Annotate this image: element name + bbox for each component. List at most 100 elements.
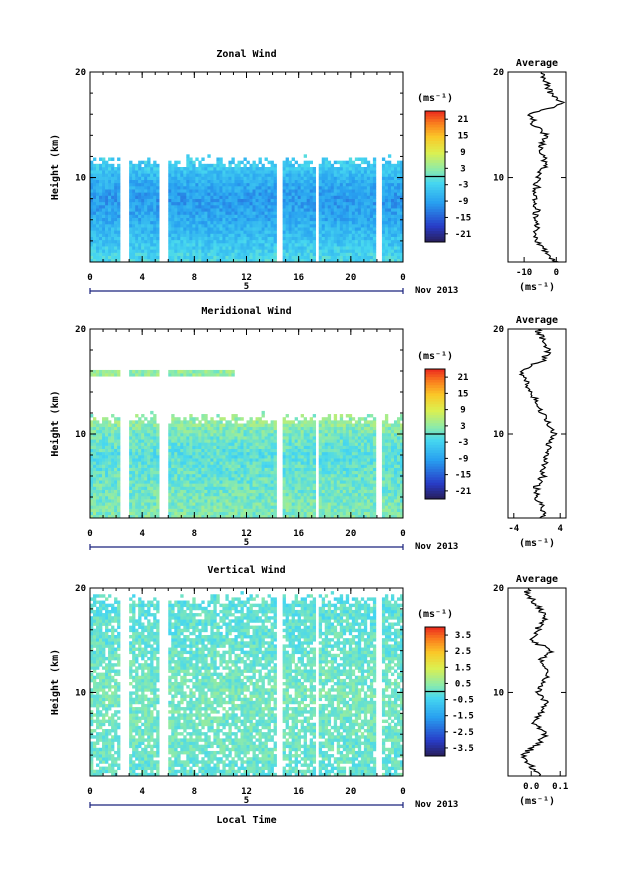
heatmap-cell: [246, 461, 250, 465]
heatmap-cell: [255, 217, 259, 222]
heatmap-cell: [105, 495, 109, 500]
heatmap-cell: [186, 455, 190, 459]
heatmap-cell: [216, 179, 220, 184]
heatmap-cell: [267, 442, 271, 446]
heatmap-cell: [351, 195, 356, 199]
heatmap-cell: [153, 495, 157, 500]
heatmap-cell: [180, 167, 184, 171]
heatmap-cell: [204, 192, 208, 196]
heatmap-cell: [282, 214, 286, 218]
heatmap-cell: [129, 182, 133, 187]
heatmap-cell: [138, 205, 142, 209]
heatmap-cell: [327, 205, 332, 209]
heatmap-cell: [132, 461, 136, 465]
heatmap-cell: [168, 249, 172, 253]
heatmap-cell: [222, 505, 226, 509]
colorbar-swatch: [425, 239, 445, 243]
heatmap-cell: [210, 489, 214, 494]
heatmap-cell: [231, 426, 235, 431]
heatmap-cell: [216, 201, 220, 206]
heatmap-cell: [381, 198, 386, 203]
heatmap-cell: [306, 173, 310, 177]
heatmap-cell: [354, 173, 359, 177]
heatmap-cell: [258, 461, 262, 465]
heatmap-cell: [264, 227, 268, 231]
heatmap-cell: [351, 233, 356, 237]
heatmap-cell: [174, 439, 178, 443]
heatmap-cell: [321, 170, 326, 174]
heatmap-cell: [219, 208, 223, 212]
heatmap-cell: [225, 252, 229, 256]
heatmap-cell: [267, 511, 271, 516]
heatmap-cell: [366, 186, 371, 190]
heatmap-cell: [147, 186, 151, 190]
heatmap-cell: [300, 239, 304, 244]
heatmap-cell: [225, 473, 229, 478]
heatmap-cell: [237, 436, 241, 440]
heatmap-cell: [216, 369, 220, 374]
heatmap-cell: [141, 198, 145, 203]
heatmap-cell: [267, 211, 271, 215]
heatmap-cell: [114, 201, 118, 206]
heatmap-cell: [153, 239, 157, 244]
heatmap-cell: [354, 170, 359, 174]
heatmap-cell: [147, 495, 151, 500]
heatmap-cell: [357, 179, 362, 184]
heatmap-cell: [108, 182, 112, 187]
heatmap-cell: [234, 205, 238, 209]
heatmap-cell: [363, 211, 368, 215]
heatmap-cell: [129, 230, 133, 234]
heatmap-cell: [102, 464, 106, 468]
heatmap-cell: [264, 255, 268, 260]
heatmap-cell: [258, 442, 262, 446]
heatmap-cell: [285, 201, 289, 206]
heatmap-cell: [90, 414, 94, 418]
heatmap-cell: [372, 239, 377, 244]
x-tick-label: 16: [293, 273, 304, 283]
heatmap-cell: [273, 477, 277, 481]
heatmap-cell: [393, 220, 398, 225]
heatmap-cell: [171, 451, 175, 456]
heatmap-cell: [102, 502, 106, 506]
heatmap-cell: [108, 189, 112, 193]
heatmap-cell: [390, 220, 395, 225]
heatmap-cell: [216, 192, 220, 196]
heatmap-cell: [141, 217, 145, 222]
heatmap-cell: [135, 224, 139, 228]
heatmap-cell: [168, 470, 172, 475]
heatmap-cell: [171, 182, 175, 187]
heatmap-cell: [234, 233, 238, 237]
heatmap-cell: [180, 170, 184, 174]
heatmap-cell: [141, 243, 145, 247]
heatmap-cell: [285, 192, 289, 196]
heatmap-cell: [252, 505, 256, 509]
heatmap-cell: [249, 198, 253, 203]
heatmap-cell: [219, 195, 223, 199]
heatmap-cell: [255, 198, 259, 203]
heatmap-cell: [129, 514, 133, 519]
heatmap-cell: [267, 426, 271, 431]
heatmap-cell: [147, 436, 151, 440]
heatmap-cell: [390, 198, 395, 203]
heatmap-cell: [234, 243, 238, 247]
heatmap-cell: [240, 205, 244, 209]
heatmap-cell: [108, 192, 112, 196]
heatmap-cell: [150, 239, 154, 244]
heatmap-cell: [207, 514, 211, 519]
heatmap-cell: [195, 227, 199, 231]
heatmap-cell: [210, 239, 214, 244]
heatmap-cell: [153, 373, 157, 377]
heatmap-cell: [243, 246, 247, 250]
heatmap-cell: [108, 467, 112, 472]
heatmap-cell: [270, 249, 274, 253]
heatmap-cell: [345, 195, 350, 199]
heatmap-cell: [252, 179, 256, 184]
heatmap-cell: [387, 233, 392, 237]
heatmap-cell: [195, 233, 199, 237]
heatmap-cell: [240, 426, 244, 431]
heatmap-cell: [282, 233, 286, 237]
heatmap-cell: [102, 192, 106, 196]
heatmap-cell: [147, 448, 151, 453]
heatmap-cell: [249, 489, 253, 494]
heatmap-cell: [357, 246, 362, 250]
